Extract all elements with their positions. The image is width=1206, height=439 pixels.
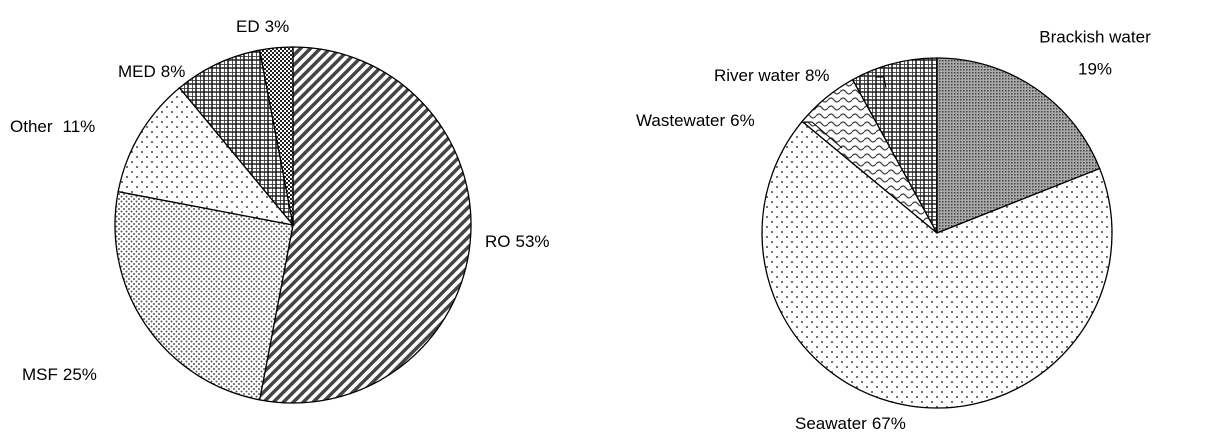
slice-value-label: 3% — [265, 17, 290, 36]
slice-label: RO — [485, 232, 511, 251]
slice-label: Other — [10, 117, 53, 136]
slice-label-group: Seawater 67% — [795, 414, 906, 433]
slice-value-label: 6% — [730, 111, 755, 130]
pie-slice — [117, 86, 295, 226]
pie-slice — [258, 46, 472, 404]
slice-value-label: 67% — [872, 414, 906, 433]
slice-label: Wastewater — [636, 111, 725, 130]
slice-label: MSF — [22, 365, 58, 384]
slice-value-label: 8% — [805, 66, 830, 85]
slice-label: Brackish water — [1039, 27, 1151, 46]
slice-label: Seawater — [795, 414, 867, 433]
pie-slice — [114, 190, 294, 401]
pie-slice — [761, 120, 1113, 409]
slice-label: MED — [118, 62, 156, 81]
leader-line — [876, 76, 887, 89]
slice-value-label: 8% — [161, 62, 186, 81]
pie-slice — [258, 46, 294, 226]
slice-label-group: Wastewater 6% — [636, 111, 755, 130]
slice-label-group: River water 8% — [714, 66, 830, 85]
pie-slice — [178, 49, 294, 226]
slice-label-group: ED 3% — [236, 17, 289, 36]
pie-slice — [936, 57, 1101, 234]
slice-value-label: 11% — [63, 117, 96, 136]
charts: RO 53% MSF 25% Other 11% MED 8% ED 3% Brackish wat… — [10, 17, 1151, 433]
slice-label-group: RO 53% — [485, 232, 550, 251]
slice-label: ED — [236, 17, 260, 36]
slice-label-group: MED 8% — [118, 62, 185, 81]
slice-label-group: Other 11% — [10, 117, 95, 136]
pie-chart: Brackish water 19% Seawater 67% Wastewater 6%… — [636, 27, 1151, 433]
slice-value-label: 19% — [1078, 59, 1112, 78]
slice-label-group: MSF 25% — [22, 365, 97, 384]
slice-value-label: 25% — [63, 365, 97, 384]
pie-slice — [851, 57, 938, 234]
leader-line — [804, 121, 843, 149]
slice-value-label: 53% — [516, 232, 550, 251]
slice-label: River water — [714, 66, 800, 85]
pie-chart: RO 53% MSF 25% Other 11% MED 8% ED 3% — [10, 17, 550, 404]
